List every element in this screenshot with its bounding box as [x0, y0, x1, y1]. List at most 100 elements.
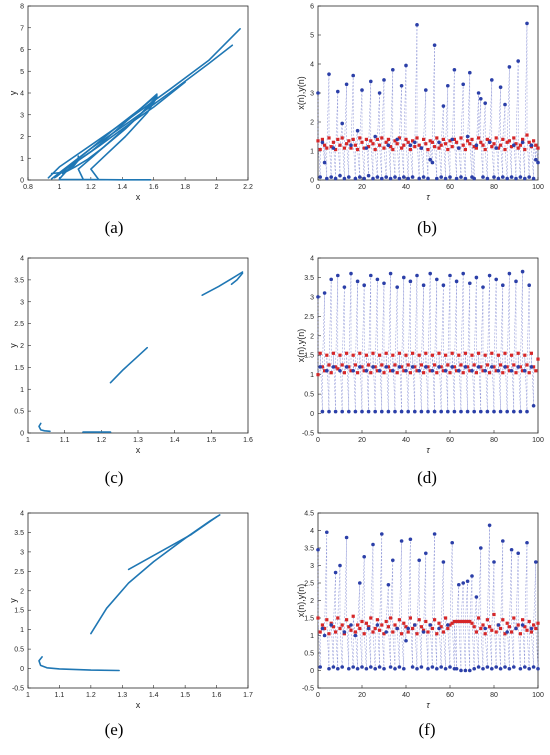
plot-area [28, 6, 248, 180]
y-series-point [371, 352, 374, 355]
x-series-point [475, 276, 479, 280]
x-series-point [329, 278, 333, 282]
y-axis-label: x(n),y(n) [296, 76, 306, 110]
x-series-point [428, 158, 432, 162]
x-series-point [362, 283, 366, 287]
y-series-point [426, 630, 429, 633]
x-series-point [332, 665, 336, 669]
x-series-point [442, 104, 446, 108]
y-series-point [396, 142, 399, 145]
y-series-point [473, 625, 476, 628]
y-series-point [378, 144, 381, 147]
x-tick-label: 20 [358, 437, 366, 444]
x-series-point [486, 410, 490, 414]
x-series-point [338, 174, 342, 178]
y-series-point [319, 630, 322, 633]
y-series-point [358, 136, 361, 139]
x-series-point [499, 667, 503, 671]
x-series-point [329, 623, 333, 627]
x-series-point [435, 177, 439, 181]
x-series-point [415, 23, 419, 27]
x-series-point [483, 101, 487, 105]
y-series-point [433, 145, 436, 148]
y-series-point [418, 144, 421, 147]
x-series-point [516, 365, 520, 369]
y-series-point [380, 363, 383, 366]
x-series-point [459, 410, 463, 414]
y-series-point [371, 630, 374, 633]
x-series-point [400, 84, 404, 88]
y-series-point [442, 630, 445, 633]
x-tick-label: 1.4 [149, 692, 159, 699]
y-series-point [473, 363, 476, 366]
x-series-point [334, 571, 338, 575]
x-tick-label: 40 [402, 184, 410, 191]
x-series-point [532, 665, 536, 669]
y-series-point [338, 354, 341, 357]
x-tick-label: 1.8 [180, 184, 190, 191]
x-series-point [404, 639, 408, 643]
y-series-point [336, 138, 339, 141]
y-tick-label: 1.5 [14, 365, 24, 372]
y-series-point [490, 145, 493, 148]
y-series-point [316, 373, 319, 376]
x-series-point [422, 630, 426, 634]
y-series-point [352, 615, 355, 618]
y-series-point [525, 133, 528, 136]
x-series-point [481, 667, 485, 671]
x-tick-label: 1.1 [55, 692, 65, 699]
y-series-point [382, 371, 385, 374]
y-tick-label: 2 [20, 343, 24, 350]
y-series-point [360, 620, 363, 623]
x-series-point [426, 410, 430, 414]
y-series-point [327, 136, 330, 139]
x-series-point [527, 667, 531, 671]
x-series-point [325, 369, 329, 373]
x-series-point [479, 410, 483, 414]
x-series-point [367, 627, 371, 631]
y-series-point [336, 616, 339, 619]
x-series-point [345, 536, 349, 540]
y-series-point [413, 145, 416, 148]
x-series-point [468, 281, 472, 285]
x-series-point [417, 369, 421, 373]
x-series-point [338, 564, 342, 568]
x-series-point [420, 146, 424, 150]
x-series-point [503, 103, 507, 107]
x-series-point [360, 410, 364, 414]
x-series-point [347, 410, 351, 414]
y-tick-label: -0.5 [302, 431, 314, 438]
x-series-point [483, 369, 487, 373]
x-series-point [490, 667, 494, 671]
x-series-point [448, 665, 452, 669]
x-series-point [512, 410, 516, 414]
x-series-point [468, 669, 472, 673]
x-tick-label: 2 [215, 184, 219, 191]
y-series-point [400, 632, 403, 635]
y-series-point [437, 622, 440, 625]
x-tick-label: 1.3 [133, 437, 143, 444]
y-series-point [488, 371, 491, 374]
x-series-point [525, 22, 529, 26]
y-series-point [495, 136, 498, 139]
x-series-point [402, 667, 406, 671]
x-series-point [373, 410, 377, 414]
x-series-point [497, 369, 501, 373]
x-series-point [457, 146, 461, 150]
y-series-point [431, 627, 434, 630]
x-series-point [351, 74, 355, 78]
series-connector-line [318, 23, 538, 178]
x-series-point [516, 59, 520, 63]
series-connector-line [318, 525, 538, 670]
y-series-point [523, 148, 526, 151]
x-series-point [514, 177, 518, 181]
y-series-point [424, 352, 427, 355]
y-tick-label: 3 [20, 549, 24, 556]
x-series-point [318, 175, 322, 179]
x-series-point [415, 667, 419, 671]
y-series-point [356, 371, 359, 374]
y-series-point [365, 354, 368, 357]
x-series-point [411, 665, 415, 669]
